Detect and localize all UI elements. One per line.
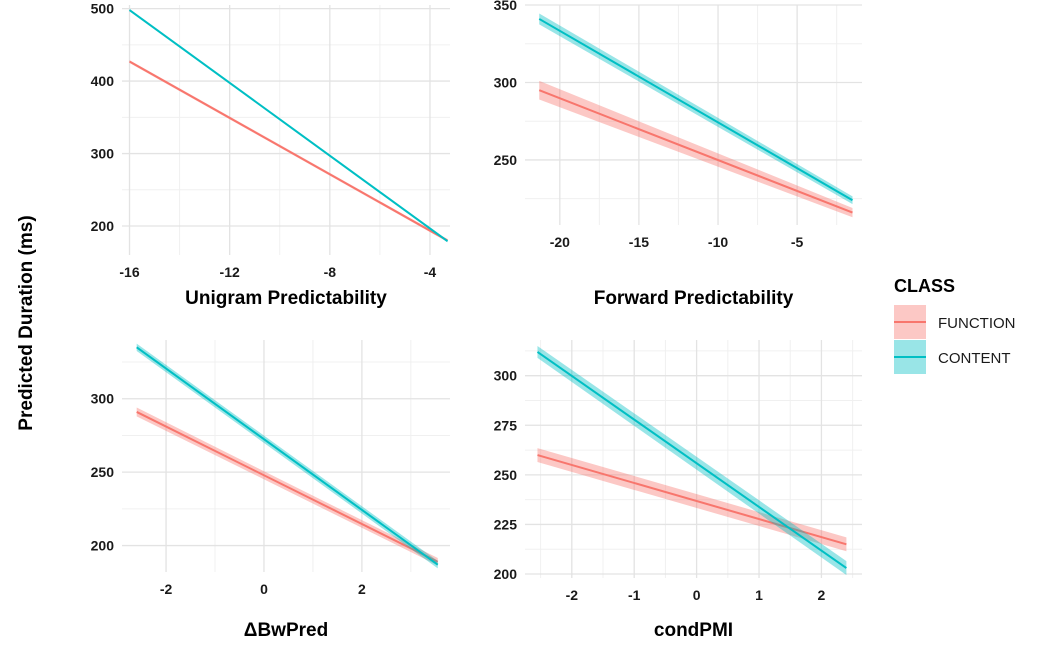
- y-tick-label: 250: [494, 467, 518, 483]
- x-tick-label: 2: [818, 587, 826, 603]
- ci-band-function: [539, 80, 853, 218]
- x-tick-label: 2: [358, 581, 366, 597]
- series-line-content: [128, 9, 449, 243]
- series-line-function: [537, 454, 847, 546]
- y-tick-label: 200: [494, 566, 518, 582]
- series-line-content: [536, 351, 847, 569]
- series-line-content: [136, 346, 439, 566]
- x-tick-label: 0: [693, 587, 701, 603]
- y-axis-title: Predicted Duration (ms): [16, 215, 37, 430]
- legend-label-function: FUNCTION: [938, 315, 1016, 332]
- x-axis-title-condpmi: condPMI: [654, 620, 733, 641]
- x-axis-title-dbwpred: ΔBwPred: [244, 620, 328, 641]
- x-tick-label: -16: [119, 264, 139, 280]
- panel-dbwpred: -2 0 2 200 250 300 ΔBwPred: [91, 340, 450, 641]
- y-tick-label: 400: [91, 73, 115, 89]
- x-tick-label: -4: [424, 264, 437, 280]
- series-line-function: [129, 60, 448, 242]
- y-tick-label: 300: [91, 146, 115, 162]
- panel-unigram: -16 -12 -8 -4 200 300 400 500 Unigram Predictabi…: [91, 1, 450, 309]
- legend-item-function: FUNCTION: [894, 305, 1016, 339]
- legend: CLASS FUNCTION CONTENT: [894, 276, 1016, 374]
- x-tick-label: -2: [160, 581, 173, 597]
- series-line-function: [538, 89, 853, 214]
- y-tick-label: 350: [494, 0, 518, 13]
- y-tick-label: 500: [91, 1, 115, 17]
- x-tick-label: -10: [708, 234, 728, 250]
- x-tick-label: -15: [629, 234, 649, 250]
- x-tick-label: -12: [220, 264, 240, 280]
- x-tick-label: -8: [324, 264, 337, 280]
- x-tick-label: -2: [566, 587, 579, 603]
- x-tick-label: -1: [628, 587, 641, 603]
- panel-condpmi: -2 -1 0 1 2 200 225 250 275 300 condPMI: [494, 340, 862, 641]
- legend-item-content: CONTENT: [894, 340, 1011, 374]
- x-tick-label: 0: [260, 581, 268, 597]
- x-axis-title-forward: Forward Predictability: [594, 288, 794, 309]
- x-tick-label: -5: [791, 234, 804, 250]
- y-tick-label: 275: [494, 417, 518, 433]
- x-axis-title-unigram: Unigram Predictability: [185, 288, 387, 309]
- y-tick-label: 300: [494, 74, 518, 90]
- x-tick-label: 1: [755, 587, 763, 603]
- y-tick-label: 250: [494, 152, 518, 168]
- y-tick-label: 200: [91, 538, 115, 554]
- y-tick-label: 225: [494, 516, 518, 532]
- x-tick-label: -20: [550, 234, 570, 250]
- y-tick-label: 300: [494, 368, 518, 384]
- y-tick-label: 250: [91, 464, 115, 480]
- series-line-content: [538, 18, 854, 202]
- series-line-function: [136, 411, 439, 563]
- legend-label-content: CONTENT: [938, 350, 1011, 367]
- y-tick-label: 300: [91, 391, 115, 407]
- y-tick-label: 200: [91, 218, 115, 234]
- panel-forward: -20 -15 -10 -5 250 300 350 Forward Predictabili…: [494, 0, 862, 309]
- legend-title: CLASS: [894, 276, 955, 296]
